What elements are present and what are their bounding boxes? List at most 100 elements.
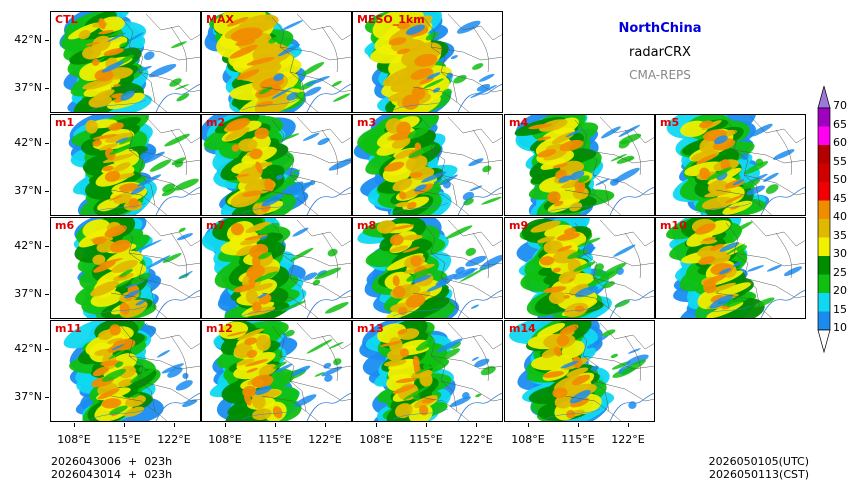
lon-tick-label: 108°E <box>359 433 393 446</box>
forecast-panel-m14: m14 <box>504 320 655 422</box>
lon-tick-label: 115°E <box>258 433 292 446</box>
lat-tick-label: 42°N <box>14 342 42 355</box>
forecast-panel-meso-1km: MESO_1km <box>352 11 503 113</box>
panel-label: m3 <box>357 116 377 129</box>
panel-label: MESO_1km <box>357 13 425 26</box>
lon-tick-label: 122°E <box>308 433 342 446</box>
colorbar-level-label: 25 <box>833 265 847 279</box>
forecast-panel-m9: m9 <box>504 217 655 319</box>
lon-tick-mark <box>578 423 579 427</box>
lat-tick-mark <box>45 191 49 192</box>
panel-label: m12 <box>206 322 233 335</box>
lat-tick-mark <box>45 294 49 295</box>
lon-tick-mark <box>74 423 75 427</box>
lon-tick-mark <box>174 423 175 427</box>
forecast-panel-m10: m10 <box>655 217 806 319</box>
forecast-panel-m6: m6 <box>50 217 201 319</box>
forecast-panel-m12: m12 <box>201 320 352 422</box>
reflectivity-map <box>202 115 351 215</box>
lon-tick-label: 115°E <box>561 433 595 446</box>
lat-tick-label: 37°N <box>14 390 42 403</box>
lat-tick-mark <box>45 349 49 350</box>
colorbar-extend-max <box>817 86 831 109</box>
colorbar-level-label: 15 <box>833 302 847 316</box>
lat-tick-mark <box>45 143 49 144</box>
reflectivity-map <box>364 12 502 112</box>
panel-label: MAX <box>206 13 234 26</box>
forecast-panel-m2: m2 <box>201 114 352 216</box>
colorbar-segment <box>818 256 830 275</box>
colorbar-segment <box>818 274 830 293</box>
panel-label: m14 <box>509 322 536 335</box>
panel-label: m6 <box>55 219 75 232</box>
panel-label: m7 <box>206 219 226 232</box>
colorbar-segment <box>818 293 830 312</box>
lon-tick-label: 108°E <box>208 433 242 446</box>
reflectivity-map <box>666 115 805 215</box>
forecast-panel-m1: m1 <box>50 114 201 216</box>
lat-tick-mark <box>45 88 49 89</box>
colorbar-segment <box>818 311 830 330</box>
panel-label: m13 <box>357 322 384 335</box>
colorbar-level-label: 50 <box>833 173 847 186</box>
colorbar-level-label: 65 <box>833 117 847 131</box>
reflectivity-map <box>63 321 200 421</box>
colorbar-segment <box>818 145 830 164</box>
lat-tick-label: 37°N <box>14 184 42 197</box>
lat-tick-mark <box>45 397 49 398</box>
reflectivity-map <box>509 321 654 421</box>
lon-tick-mark <box>275 423 276 427</box>
lat-tick-label: 42°N <box>14 33 42 46</box>
reflectivity-map <box>204 12 351 112</box>
lat-tick-mark <box>45 40 49 41</box>
lon-tick-mark <box>124 423 125 427</box>
reflectivity-map <box>357 218 502 318</box>
colorbar-level-label: 30 <box>833 247 847 260</box>
forecast-panel-m13: m13 <box>352 320 503 422</box>
lon-tick-label: 115°E <box>107 433 141 446</box>
colorbar-level-label: 20 <box>833 284 847 297</box>
colorbar-segment <box>818 200 830 219</box>
forecast-panel-m11: m11 <box>50 320 201 422</box>
lon-tick-mark <box>376 423 377 427</box>
lon-tick-label: 122°E <box>459 433 493 446</box>
colorbar-segment <box>818 237 830 256</box>
panel-label: m2 <box>206 116 226 129</box>
colorbar-segment <box>818 108 830 127</box>
reflectivity-map <box>514 115 654 215</box>
lon-tick-label: 122°E <box>611 433 645 446</box>
forecast-panel-m7: m7 <box>201 217 352 319</box>
lat-tick-label: 37°N <box>14 81 42 94</box>
panel-label: m11 <box>55 322 82 335</box>
init-time-cst: 2026043014 + 023h <box>51 468 173 481</box>
colorbar-segment <box>818 182 830 201</box>
panel-label: m1 <box>55 116 75 129</box>
panel-label: m9 <box>509 219 529 232</box>
lon-tick-mark <box>225 423 226 427</box>
lon-tick-label: 108°E <box>57 433 91 446</box>
panel-label: m5 <box>660 116 680 129</box>
lon-tick-label: 122°E <box>157 433 191 446</box>
colorbar-level-label: 40 <box>833 210 847 223</box>
reflectivity-map <box>209 321 351 421</box>
variable-title: radarCRX <box>629 45 691 60</box>
valid-time-utc: 2026050105(UTC) <box>708 455 809 468</box>
panel-label: CTL <box>55 13 78 26</box>
lon-tick-mark <box>476 423 477 427</box>
lon-tick-label: 108°E <box>511 433 545 446</box>
lon-tick-mark <box>325 423 326 427</box>
colorbar-extend-min <box>817 329 831 354</box>
colorbar-segment <box>818 163 830 182</box>
panel-label: m8 <box>357 219 377 232</box>
reflectivity-map <box>353 115 502 215</box>
forecast-panel-max: MAX <box>201 11 352 113</box>
forecast-panel-m4: m4 <box>504 114 655 216</box>
lat-tick-label: 42°N <box>14 136 42 149</box>
forecast-panel-m3: m3 <box>352 114 503 216</box>
colorbar-level-label: 55 <box>833 154 847 168</box>
lon-tick-mark <box>628 423 629 427</box>
colorbar-segment <box>818 126 830 145</box>
colorbar-level-label: 60 <box>833 136 847 149</box>
reflectivity-map <box>59 12 200 112</box>
lon-tick-mark <box>528 423 529 427</box>
